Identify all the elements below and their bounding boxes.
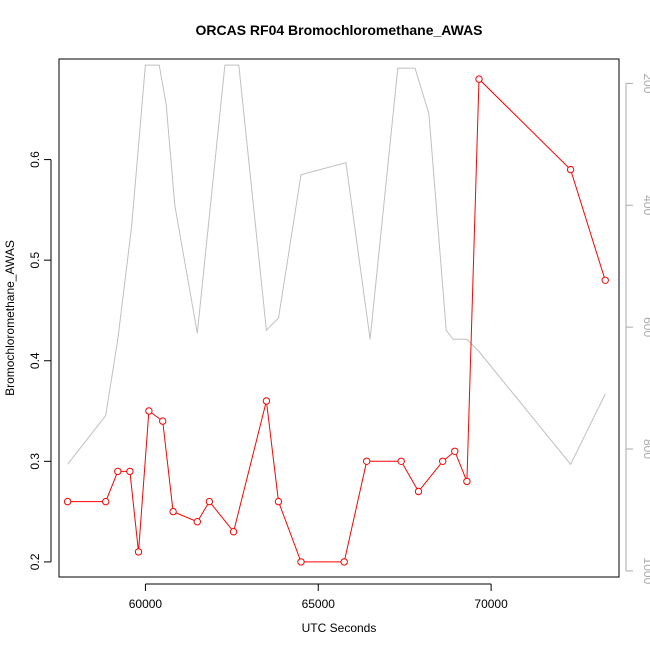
primary-data-point [169, 507, 177, 516]
primary-data-point [363, 457, 371, 465]
primary-data-point [102, 497, 110, 506]
plot-frame [58, 58, 620, 578]
x-tick-label: 60000 [129, 597, 163, 611]
primary-data-point [297, 558, 305, 566]
y-tick-label: 0.5 [28, 252, 42, 269]
y-axis-label: Bromochloromethane_AWAS [3, 240, 17, 396]
primary-data-point [126, 467, 134, 476]
primary-data-point [145, 407, 153, 415]
secondary-series-layer [67, 64, 606, 466]
y-tick-label: 0.4 [28, 352, 42, 369]
primary-data-point [340, 558, 348, 566]
primary-data-point [397, 457, 405, 465]
primary-series-layer [63, 75, 609, 566]
y2-tick-label: 800 [641, 439, 650, 459]
secondary-series-line [67, 64, 606, 466]
y-tick-label: 0.3 [28, 453, 42, 470]
y2-tick-label: 200 [641, 73, 650, 93]
primary-data-point [193, 518, 202, 526]
primary-data-point [451, 447, 459, 455]
primary-data-point [566, 165, 575, 174]
primary-data-point [475, 75, 483, 83]
primary-data-point [229, 528, 238, 536]
primary-data-point [439, 457, 447, 465]
x-tick-label: 65000 [302, 597, 336, 611]
y-tick-label: 0.6 [28, 151, 42, 168]
primary-data-point [463, 477, 471, 486]
x-axis-label: UTC Seconds [302, 621, 377, 635]
primary-data-point [63, 497, 72, 506]
primary-data-point [159, 417, 167, 425]
primary-data-point [205, 497, 214, 506]
chart-title: ORCAS RF04 Bromochloromethane_AWAS [195, 22, 482, 38]
primary-data-point [414, 487, 423, 496]
primary-data-point [262, 397, 271, 405]
x-tick-label: 70000 [474, 597, 508, 611]
axes-layer: 60000 65000 70000 0.2 0.3 0.4 0.5 0.6 200 400 600 8… [28, 73, 650, 611]
primary-data-point [114, 467, 122, 476]
primary-data-point [134, 548, 143, 556]
y2-tick-label: 600 [641, 317, 650, 337]
primary-data-point [274, 497, 283, 506]
y2-tick-label: 1000 [641, 558, 650, 585]
y2-tick-label: 400 [641, 195, 650, 215]
primary-data-point [601, 276, 609, 284]
y-tick-label: 0.2 [28, 553, 42, 570]
primary-series-line [67, 77, 606, 563]
